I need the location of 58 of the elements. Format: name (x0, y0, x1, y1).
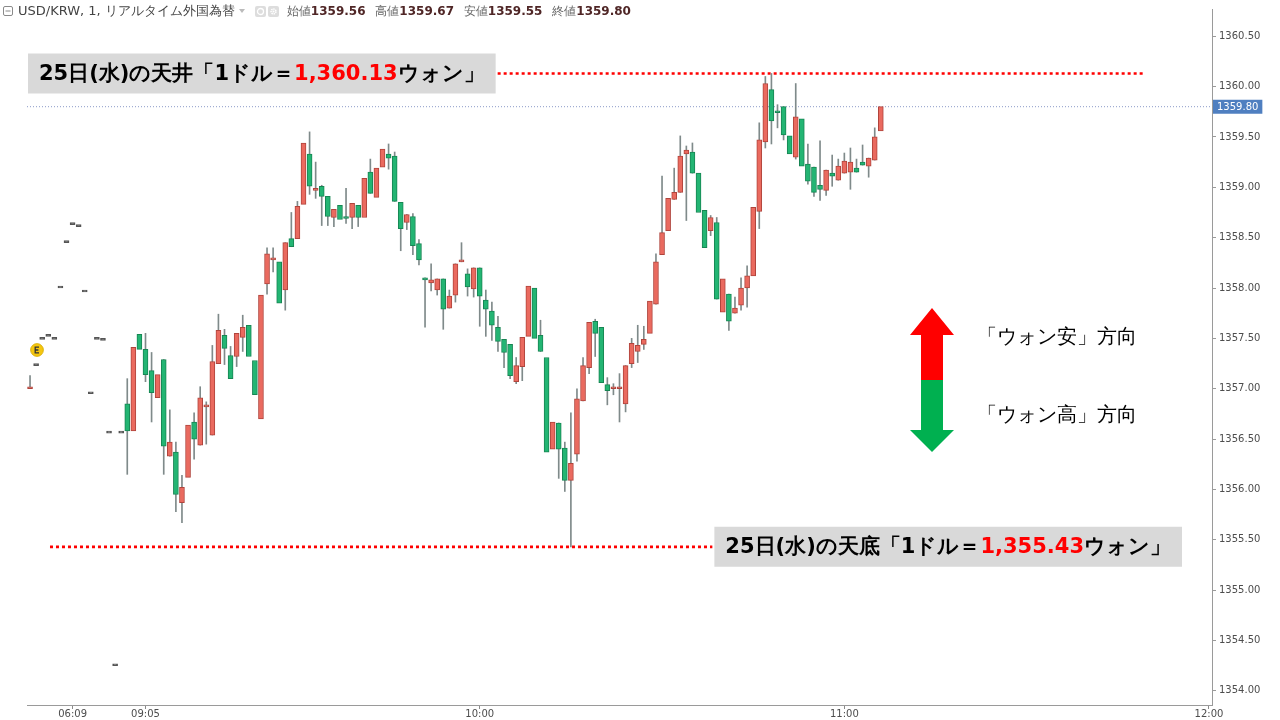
candlestick (69, 222, 76, 225)
candlestick (817, 140, 823, 201)
chart-title: USD/KRW, 1, リアルタイム外国為替 (18, 2, 235, 20)
y-tick-label: 1356.50 (1219, 432, 1261, 444)
candlestick (647, 300, 653, 334)
candlestick (51, 337, 58, 340)
y-tick-label: 1354.50 (1219, 634, 1261, 646)
candlestick (337, 205, 343, 220)
candlestick (482, 289, 489, 337)
y-tick-label: 1355.50 (1219, 533, 1261, 545)
candlestick (94, 337, 100, 340)
annotation: 「ウォン安」方向 (976, 324, 1137, 349)
candlestick (45, 334, 52, 337)
y-tick-label: 1359.00 (1219, 180, 1261, 192)
y-tick-label: 1360.00 (1219, 80, 1261, 92)
ref-line-label: 25日(水)の天井「1ドル＝1,360.13ウォン」 (39, 60, 485, 85)
candlestick (258, 294, 264, 420)
candlestick (877, 106, 884, 132)
y-tick-label: 1360.50 (1219, 29, 1261, 41)
candlestick (100, 338, 106, 341)
candlestick (27, 375, 33, 390)
candlestick (665, 198, 671, 231)
candlestick (719, 278, 726, 313)
candlestick (245, 324, 252, 357)
candlestick (112, 663, 118, 667)
candlestick (361, 177, 368, 218)
candlestick (270, 247, 276, 273)
candlestick (39, 337, 46, 340)
y-tick-label: 1355.00 (1219, 583, 1261, 595)
x-tick-label: 10:00 (465, 708, 495, 720)
annotation: 「ウォン高」方向 (976, 402, 1137, 427)
x-tick-label: 12:00 (1194, 708, 1224, 720)
candlestick (276, 261, 283, 304)
candlestick (75, 224, 82, 227)
candlestick (343, 187, 349, 224)
chart-subtitle: 始値1359.56 高値1359.67 安値1359.55 終値1359.80 (286, 3, 631, 18)
y-tick-label: 1359.50 (1219, 130, 1261, 142)
candlestick (33, 363, 39, 366)
y-tick-label: 1357.50 (1219, 331, 1261, 343)
candlestick (87, 391, 94, 395)
y-tick-label: 1356.00 (1219, 483, 1261, 495)
candlestick (252, 360, 258, 396)
candlestick (185, 424, 191, 478)
ref-line-label: 1359.80 (1217, 100, 1259, 112)
y-tick-label: 1358.00 (1219, 281, 1261, 293)
candlestick (671, 167, 678, 200)
candlestick (798, 118, 805, 167)
ref-line-label: 25日(水)の天底「1ドル＝1,355.43ウォン」 (725, 534, 1172, 559)
x-tick-label: 11:00 (829, 708, 859, 720)
y-tick-label: 1358.50 (1219, 231, 1261, 243)
y-tick-label: 1354.00 (1219, 684, 1261, 696)
candlestick (640, 325, 647, 350)
x-tick-label: 06:09 (58, 708, 87, 720)
candlestick (829, 154, 836, 187)
y-tick-label: 1357.00 (1219, 382, 1261, 394)
candlestick (63, 240, 70, 244)
candlestick (568, 412, 574, 548)
x-tick-label: 09:05 (131, 708, 160, 720)
